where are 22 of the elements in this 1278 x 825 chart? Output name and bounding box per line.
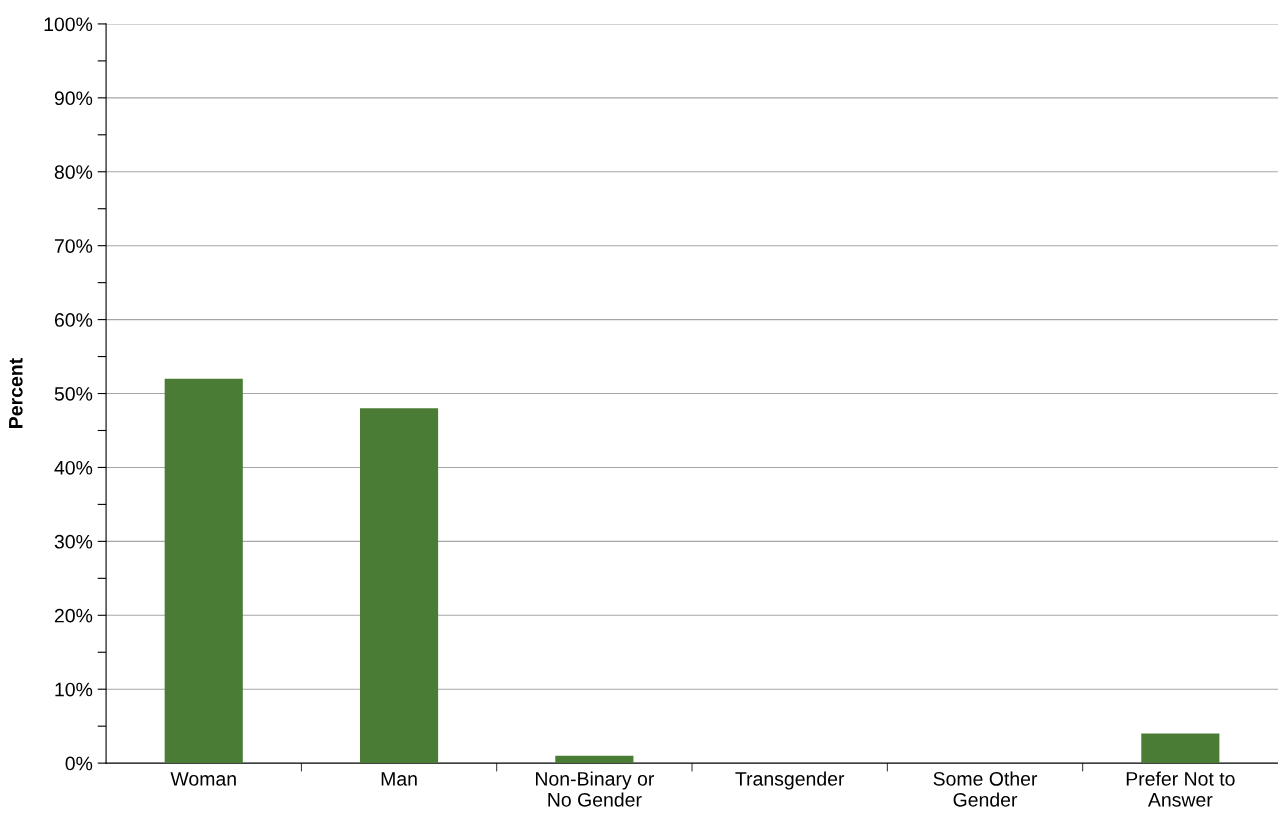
y-tick-label: 20% (54, 608, 93, 623)
bar (359, 408, 439, 764)
y-tick-label: 100% (44, 17, 93, 32)
bar (164, 378, 243, 764)
y-tick-label: 50% (54, 386, 93, 401)
y-tick-label: 80% (54, 165, 93, 179)
x-tick-label: Some Other Gender (933, 771, 1038, 807)
y-tick-label: 70% (54, 239, 93, 253)
x-tick-label: Non-Binary or No Gender (536, 771, 655, 807)
x-tick-label: Transgender (735, 771, 845, 790)
y-tick-label: 40% (54, 460, 93, 475)
y-axis-title: Percent (9, 358, 23, 428)
bar (1141, 733, 1220, 764)
y-tick-label: 0% (65, 756, 93, 771)
x-tick-label: Man (381, 772, 417, 786)
y-tick-label: 60% (54, 313, 93, 327)
y-tick-label: 10% (55, 682, 93, 697)
y-tick-label: 30% (54, 534, 93, 549)
bar (555, 755, 634, 764)
x-tick-label: Woman (170, 772, 236, 786)
x-tick-label: Prefer Not to Answer (1126, 771, 1235, 807)
y-tick-label: 90% (54, 91, 93, 106)
